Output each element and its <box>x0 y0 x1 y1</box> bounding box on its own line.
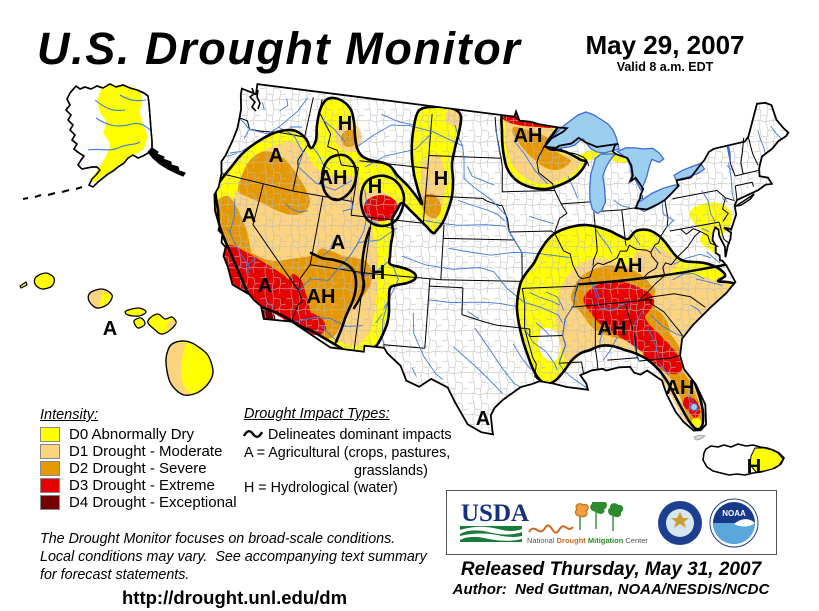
svg-text:A: A <box>269 145 283 167</box>
svg-text:A: A <box>258 275 272 297</box>
svg-text:H: H <box>371 262 385 284</box>
svg-text:AH: AH <box>598 318 627 340</box>
svg-text:H: H <box>747 456 761 478</box>
svg-text:AH: AH <box>307 286 336 308</box>
svg-text:H: H <box>368 176 382 198</box>
svg-text:NOAA: NOAA <box>722 509 746 518</box>
svg-text:AH: AH <box>319 167 348 189</box>
svg-text:A: A <box>331 232 345 254</box>
svg-text:AH: AH <box>614 255 643 277</box>
svg-text:AH: AH <box>514 125 543 147</box>
svg-text:A: A <box>242 205 256 227</box>
svg-text:National Drought Mitigation Ce: National Drought Mitigation Center <box>527 536 648 545</box>
svg-text:H: H <box>434 168 448 190</box>
svg-text:H: H <box>338 113 352 135</box>
svg-text:A: A <box>476 408 490 430</box>
svg-text:AH: AH <box>666 377 695 399</box>
svg-text:A: A <box>103 318 117 340</box>
